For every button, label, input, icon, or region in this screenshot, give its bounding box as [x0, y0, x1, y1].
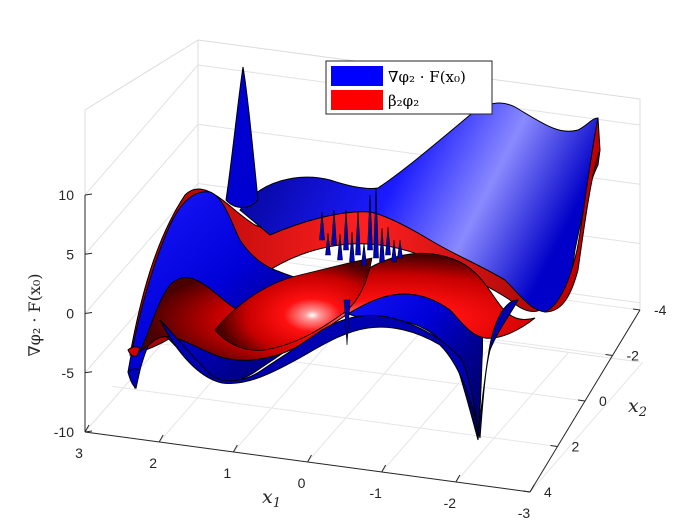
- grid-line: [529, 361, 644, 493]
- spike: [355, 210, 361, 256]
- x-tick-mark: [307, 454, 312, 463]
- z-axis-label: ∇φ₂ · F(x₀): [25, 273, 44, 356]
- y-tick-label: 0: [599, 393, 607, 409]
- x-tick-mark: [158, 434, 164, 443]
- x-tick-label: 3: [75, 445, 83, 461]
- legend-label-red: β₂φ₂: [388, 92, 419, 110]
- y-tick-mark: [550, 445, 558, 447]
- y-tick-mark: [577, 399, 586, 402]
- y-axis-ticks: -4 -2 0 2 4: [522, 302, 667, 500]
- surface-group: [127, 66, 601, 441]
- spike: [397, 239, 403, 259]
- spike: [337, 233, 343, 261]
- grid-line: [84, 64, 199, 196]
- spike: [391, 239, 397, 263]
- spike: [361, 242, 367, 266]
- x-tick-label: 1: [223, 465, 231, 481]
- grid-line: [84, 123, 199, 255]
- z-tick-mark: [84, 430, 93, 433]
- legend-item-blue: ∇φ₂ · F(x₀): [331, 66, 466, 86]
- y-tick-mark: [605, 354, 613, 356]
- y-tick-label: -4: [654, 302, 667, 318]
- x-tick-mark: [84, 424, 90, 433]
- spike: [319, 211, 325, 241]
- y-tick-mark: [632, 308, 641, 311]
- legend-item-red: β₂φ₂: [331, 90, 419, 110]
- z-tick-mark: [84, 371, 93, 374]
- spike: [325, 232, 331, 256]
- grid-line: [232, 321, 347, 453]
- x-axis-label: x1: [262, 486, 281, 511]
- spike: [385, 226, 391, 256]
- spike: [343, 209, 349, 251]
- z-tick-mark: [84, 312, 93, 314]
- x-tick-label: -2: [444, 495, 457, 511]
- x-tick-label: 0: [298, 475, 306, 491]
- spike: [379, 227, 385, 263]
- z-tick-label: 0: [66, 306, 74, 322]
- x-tick-mark: [381, 464, 387, 473]
- x-tick-label: -1: [369, 485, 382, 501]
- legend-swatch-blue: [331, 66, 383, 86]
- z-tick-label: 10: [58, 187, 74, 203]
- spike: [373, 187, 379, 259]
- x-tick-mark: [455, 474, 461, 483]
- spike: [349, 231, 355, 263]
- grid-line: [307, 331, 421, 463]
- z-tick-mark: [84, 252, 93, 255]
- z-tick-label: 5: [66, 246, 74, 262]
- x-axis-ticks: 3 2 1 0 -1 -2 -3: [75, 424, 535, 521]
- y-tick-label: 4: [544, 484, 552, 500]
- x-tick-label: -3: [518, 505, 531, 521]
- z-axis-ticks: 10 5 0 -5 -10: [54, 187, 93, 440]
- blue-tip-left: [127, 368, 141, 389]
- x-tick-mark: [232, 444, 238, 453]
- red-tip-left: [127, 346, 141, 357]
- grid-line: [455, 351, 570, 483]
- y-axis-label: x2: [628, 395, 647, 420]
- blue-surface-front-edge: [159, 299, 519, 439]
- legend-swatch-red: [331, 90, 383, 110]
- x-tick-label: 2: [149, 455, 157, 471]
- spike: [331, 209, 337, 246]
- spike: [367, 194, 373, 251]
- spike: [343, 299, 351, 346]
- z-tick-label: -5: [62, 365, 75, 381]
- legend: ∇φ₂ · F(x₀) β₂φ₂: [325, 60, 493, 115]
- y-tick-label: 2: [572, 439, 580, 455]
- right-edge-ribbon: [544, 117, 601, 313]
- x-tick-mark: [529, 484, 535, 493]
- legend-label-blue: ∇φ₂ · F(x₀): [388, 68, 466, 86]
- z-tick-mark: [84, 193, 93, 196]
- grid-line: [112, 386, 558, 447]
- spike-band: [319, 187, 403, 346]
- red-surface-center: [214, 257, 373, 351]
- y-tick-label: -2: [627, 348, 640, 364]
- y-tick-mark: [522, 490, 531, 493]
- z-tick-label: -10: [54, 424, 74, 440]
- blue-spike-left: [225, 66, 259, 208]
